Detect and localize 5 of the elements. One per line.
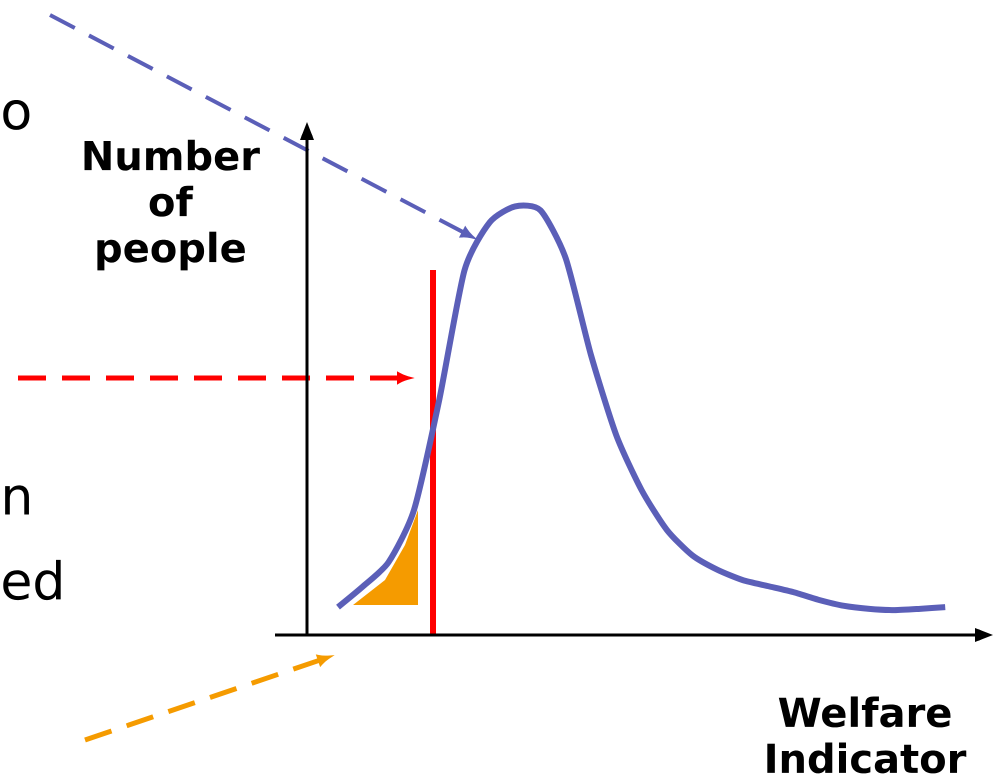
text: o xyxy=(3,100,30,130)
y-axis-title: Number of people xyxy=(84,140,260,270)
text: ed xyxy=(3,560,61,600)
x-axis-title: Welfare Indicator xyxy=(767,696,966,774)
text: n xyxy=(5,485,29,515)
